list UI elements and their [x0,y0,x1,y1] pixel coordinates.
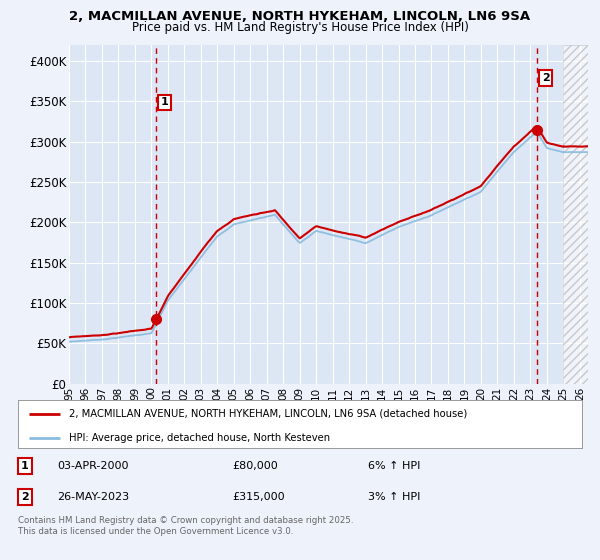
Text: 1: 1 [160,97,168,108]
Text: 2: 2 [542,73,550,83]
Text: 1: 1 [21,461,29,471]
Text: 2, MACMILLAN AVENUE, NORTH HYKEHAM, LINCOLN, LN6 9SA (detached house): 2, MACMILLAN AVENUE, NORTH HYKEHAM, LINC… [69,409,467,419]
Text: 03-APR-2000: 03-APR-2000 [58,461,129,471]
Text: Contains HM Land Registry data © Crown copyright and database right 2025.
This d: Contains HM Land Registry data © Crown c… [18,516,353,536]
Text: HPI: Average price, detached house, North Kesteven: HPI: Average price, detached house, Nort… [69,432,330,442]
Text: 6% ↑ HPI: 6% ↑ HPI [368,461,420,471]
Text: £315,000: £315,000 [232,492,285,502]
Text: 3% ↑ HPI: 3% ↑ HPI [368,492,420,502]
Text: 2: 2 [21,492,29,502]
Text: 26-MAY-2023: 26-MAY-2023 [58,492,130,502]
Text: 2, MACMILLAN AVENUE, NORTH HYKEHAM, LINCOLN, LN6 9SA: 2, MACMILLAN AVENUE, NORTH HYKEHAM, LINC… [70,10,530,22]
Text: £80,000: £80,000 [232,461,278,471]
Text: Price paid vs. HM Land Registry's House Price Index (HPI): Price paid vs. HM Land Registry's House … [131,21,469,34]
